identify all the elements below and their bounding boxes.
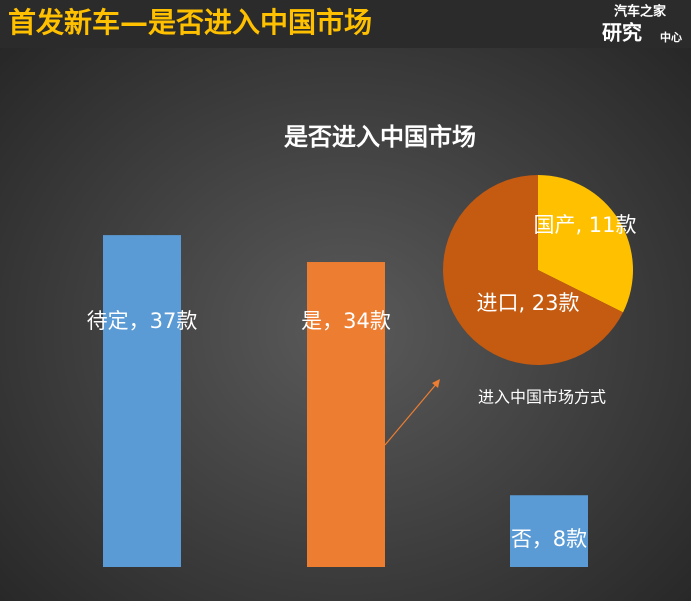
logo: 汽车之家 研究 中心	[602, 4, 682, 45]
bar	[510, 495, 588, 567]
chart-title: 是否进入中国市场	[284, 123, 476, 151]
data-label: 国产, 11款	[533, 213, 636, 237]
arrow-head	[432, 379, 440, 388]
bar	[307, 262, 385, 567]
arrow	[384, 381, 439, 446]
annotation: 进入中国市场方式	[478, 388, 606, 407]
logo-text: 中心	[660, 30, 682, 44]
pie-slice	[443, 175, 624, 366]
data-label: 是，34款	[301, 309, 391, 333]
data-label: 进口, 23款	[476, 291, 579, 315]
pie-slice	[538, 175, 634, 313]
logo-text: 研究	[602, 21, 642, 45]
data-label: 否，8款	[511, 527, 587, 551]
logo-text: 汽车之家	[614, 4, 667, 20]
header-band	[0, 0, 691, 48]
data-label: 待定，37款	[87, 309, 198, 333]
bar	[103, 235, 181, 568]
header-title: 首发新车—是否进入中国市场	[8, 6, 372, 39]
